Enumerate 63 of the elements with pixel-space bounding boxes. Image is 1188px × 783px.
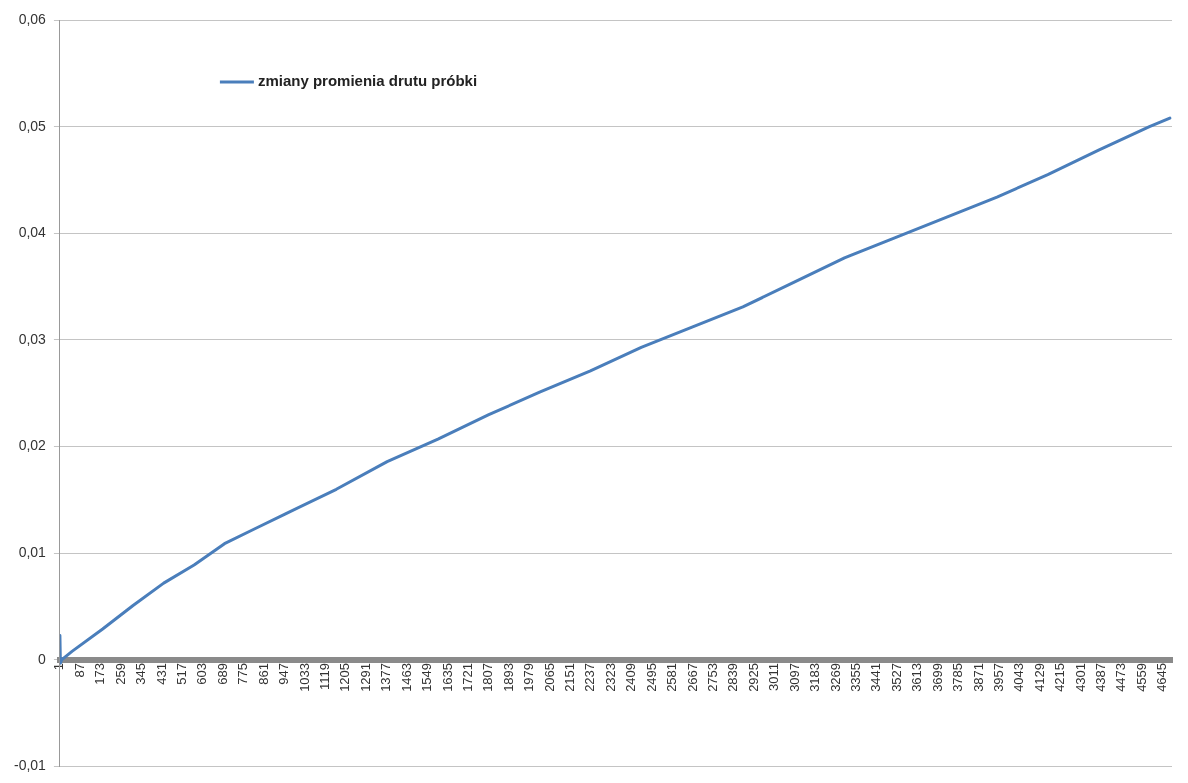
x-tick-label: 1033 (296, 662, 312, 692)
y-tick-label: 0,03 (18, 330, 47, 347)
x-tick-label: 4645 (1154, 662, 1170, 692)
x-tick-label: 3871 (970, 662, 986, 692)
x-tick-label: 2495 (643, 662, 659, 692)
x-tick-label: 3441 (868, 662, 884, 692)
x-tick-label: 3613 (909, 662, 925, 692)
x-tick-label: 947 (276, 662, 292, 685)
x-tick-label: 2839 (725, 662, 741, 692)
x-tick-label: 517 (174, 662, 190, 685)
y-tick-label: 0 (38, 650, 47, 667)
y-tick-label: 0,06 (18, 10, 47, 27)
x-tick-label: 1549 (419, 662, 435, 692)
x-tick-label: 3957 (990, 662, 1006, 692)
x-tick-label: 1119 (316, 662, 332, 690)
x-tick-label: 2753 (705, 662, 721, 692)
x-tick-label: 173 (92, 662, 108, 685)
y-tick-label: -0,01 (13, 757, 47, 774)
x-tick-label: 3785 (950, 662, 966, 692)
x-tick-label: 4301 (1072, 662, 1088, 692)
x-tick-label: 4043 (1011, 662, 1027, 692)
x-tick-label: 259 (112, 662, 128, 685)
x-tick-label: 2065 (541, 662, 557, 692)
x-tick-label: 2323 (602, 662, 618, 692)
x-tick-label: 775 (235, 662, 251, 685)
x-tick-label: 2237 (582, 662, 598, 692)
x-tick-label: 689 (214, 662, 230, 685)
legend-label: zmiany promienia drutu próbki (257, 72, 478, 90)
x-tick-label: 2581 (664, 662, 680, 692)
x-tick-label: 431 (153, 662, 169, 685)
y-tick-label: 0,05 (18, 117, 47, 134)
x-tick-label: 4559 (1133, 662, 1149, 692)
x-tick-label: 3355 (847, 662, 863, 692)
x-tick-label: 4215 (1052, 662, 1068, 692)
x-tick-label: 4473 (1113, 662, 1129, 692)
y-tick-label: 0,02 (18, 437, 47, 454)
x-tick-label: 603 (194, 662, 210, 685)
x-tick-label: 861 (255, 662, 271, 685)
x-tick-label: 2667 (684, 662, 700, 692)
x-tick-label: 1463 (398, 662, 414, 692)
x-tick-label: 1291 (357, 662, 373, 692)
x-tick-label: 4387 (1093, 662, 1109, 692)
x-tick-label: 1979 (521, 662, 537, 692)
x-tick-label: 1205 (337, 662, 353, 692)
x-tick-label: 2409 (623, 662, 639, 692)
x-tick-label: 1721 (459, 662, 475, 692)
x-tick-label: 3527 (888, 662, 904, 692)
x-tick-label: 345 (133, 662, 149, 685)
x-tick-label: 4129 (1031, 662, 1047, 692)
x-tick-label: 3699 (929, 662, 945, 692)
x-tick-label: 1893 (500, 662, 516, 692)
x-tick-label: 2151 (562, 662, 578, 692)
y-tick-label: 0,04 (18, 224, 47, 241)
x-tick-label: 3097 (786, 662, 802, 692)
x-tick-label: 3011 (766, 662, 782, 691)
x-tick-label: 1807 (480, 662, 496, 692)
x-tick-label: 1377 (378, 662, 394, 692)
y-tick-label: 0,01 (18, 544, 47, 561)
x-tick-label: 3269 (827, 662, 843, 692)
x-tick-label: 2925 (745, 662, 761, 692)
x-tick-label: 87 (71, 662, 87, 678)
x-tick-label: 1635 (439, 662, 455, 692)
x-tick-label: 3183 (807, 662, 823, 692)
